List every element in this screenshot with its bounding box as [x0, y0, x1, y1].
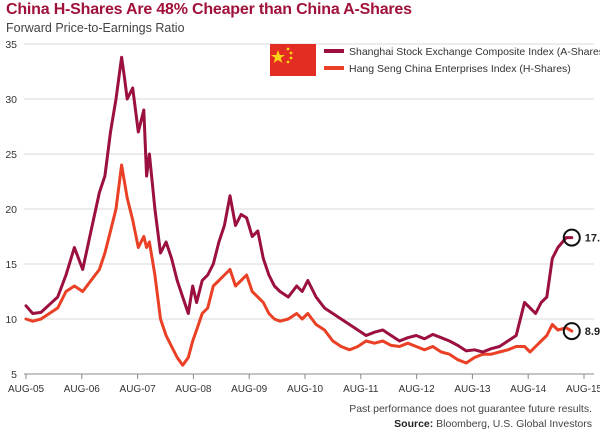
chart-title: China H-Shares Are 48% Cheaper than Chin… — [6, 1, 412, 18]
legend-label-h-shares: Hang Seng China Enterprises Index (H-Sha… — [349, 63, 571, 75]
x-axis-ticks: AUG-05 AUG-06 AUG-07 AUG-08 AUG-09 AUG-10 AUG-… — [8, 374, 600, 395]
x-tick-label: AUG-14 — [510, 384, 547, 395]
y-tick-label: 10 — [5, 314, 17, 326]
flag-small-star — [289, 56, 293, 60]
x-tick-label: AUG-13 — [454, 384, 491, 395]
flag-small-star — [289, 51, 293, 55]
flag-small-star — [286, 47, 290, 51]
x-tick-label: AUG-08 — [175, 384, 212, 395]
flag-small-star — [286, 60, 290, 64]
y-axis-ticks: 5 10 15 20 25 30 35 — [5, 39, 17, 381]
series-line-a-shares — [24, 55, 574, 354]
annotation-label: 8.9 — [585, 326, 600, 338]
gridlines — [24, 43, 594, 375]
end-value-annotations: 17.4 8.9 — [562, 228, 600, 341]
disclaimer-text: Past performance does not guarantee futu… — [349, 403, 592, 415]
y-tick-label: 35 — [5, 39, 17, 51]
china-flag-icon — [270, 44, 316, 76]
y-tick-label: 15 — [5, 259, 17, 271]
x-tick-label: AUG-10 — [287, 384, 324, 395]
x-tick-label: AUG-05 — [8, 384, 45, 395]
y-tick-label: 20 — [5, 204, 17, 216]
legend-label-a-shares: Shanghai Stock Exchange Composite Index … — [349, 46, 600, 58]
y-tick-label: 5 — [11, 369, 17, 381]
y-tick-label: 30 — [5, 94, 17, 106]
annotation-label: 17.4 — [585, 233, 600, 245]
x-tick-label: AUG-15 — [566, 384, 600, 395]
annotation-circle — [562, 228, 581, 247]
source-value: Bloomberg, U.S. Global Investors — [436, 418, 592, 430]
data-series — [24, 55, 574, 367]
y-tick-label: 25 — [5, 149, 17, 161]
x-tick-label: AUG-11 — [343, 384, 379, 395]
x-tick-label: AUG-09 — [231, 384, 268, 395]
flag-large-star — [271, 50, 285, 63]
chart-subtitle: Forward Price-to-Earnings Ratio — [6, 21, 185, 35]
x-tick-label: AUG-12 — [399, 384, 436, 395]
source-label: Source: — [394, 418, 434, 430]
chart-legend: Shanghai Stock Exchange Composite Index … — [270, 44, 600, 76]
x-tick-label: AUG-07 — [120, 384, 157, 395]
series-line-h-shares — [24, 163, 574, 367]
source-text: Source: Bloomberg, U.S. Global Investors — [394, 418, 592, 430]
annotation-circle — [562, 322, 581, 341]
x-tick-label: AUG-06 — [64, 384, 101, 395]
